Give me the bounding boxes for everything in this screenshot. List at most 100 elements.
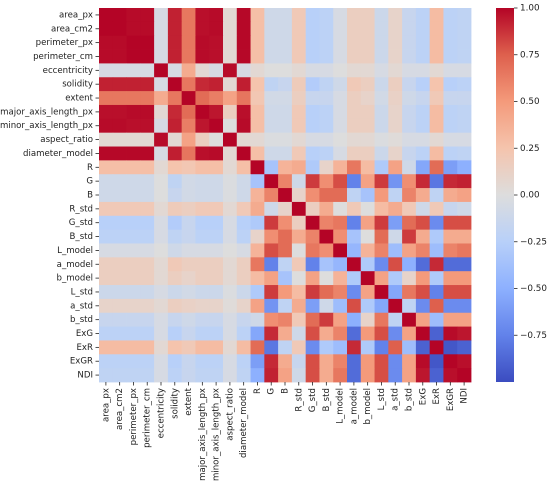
heatmap-cell-area_cm2-R xyxy=(250,21,265,37)
heatmap-cell-R-extent xyxy=(181,160,196,175)
heatmap-cell-area_px-b_model xyxy=(360,8,375,23)
heatmap-cell-ExGR-extent xyxy=(181,354,196,369)
heatmap-cell-b_std-b_model xyxy=(360,312,375,327)
heatmap-cell-R-L_model xyxy=(333,160,348,175)
heatmap-cell-perimeter_cm-NDI xyxy=(457,49,472,64)
heatmap-cell-b_std-B_std xyxy=(319,312,334,327)
heatmap-cell-eccentricity-area_px xyxy=(99,63,114,78)
heatmap-cell-perimeter_cm-ExR xyxy=(429,49,444,64)
heatmap-cell-extent-a_std xyxy=(388,91,403,106)
heatmap-cell-b_model-area_cm2 xyxy=(112,271,127,286)
heatmap-cell-L_model-major_axis_length_px xyxy=(195,243,210,258)
heatmap-cell-extent-a_model xyxy=(347,91,362,106)
heatmap-cell-minor_axis_length_px-extent xyxy=(181,118,196,134)
heatmap-cell-ExR-major_axis_length_px xyxy=(195,340,210,355)
heatmap-cell-major_axis_length_px-diameter_model xyxy=(236,104,251,120)
heatmap-cell-a_std-minor_axis_length_px xyxy=(209,298,224,314)
heatmap-cell-b_model-ExGR xyxy=(443,271,458,286)
heatmap-cell-R_std-ExGR xyxy=(443,201,458,217)
heatmap-cell-ExR-b_std xyxy=(402,340,417,355)
heatmap-cell-B-a_std xyxy=(388,188,403,203)
heatmap-cell-extent-solidity xyxy=(167,91,183,106)
heatmap-cell-solidity-L_model xyxy=(333,77,348,92)
heatmap-cell-B-G xyxy=(264,188,279,203)
heatmap-cell-diameter_model-a_model xyxy=(347,146,362,161)
heatmap-cell-solidity-minor_axis_length_px xyxy=(209,77,224,92)
heatmap-cell-G-aspect_ratio xyxy=(223,174,238,189)
x-tick-label-G_std: G_std xyxy=(308,388,318,412)
heatmap-cell-perimeter_px-L_model xyxy=(333,35,348,50)
heatmap-cell-minor_axis_length_px-eccentricity xyxy=(154,118,169,134)
x-tick-label-area_cm2: area_cm2 xyxy=(115,388,125,430)
heatmap-cell-minor_axis_length_px-aspect_ratio xyxy=(223,118,238,134)
heatmap-cell-a_std-B_std xyxy=(319,298,334,314)
heatmap-cell-ExG-a_std xyxy=(388,326,403,341)
heatmap-cell-ExG-minor_axis_length_px xyxy=(209,326,224,341)
heatmap-cell-G-extent xyxy=(181,174,196,189)
heatmap-cell-eccentricity-b_std xyxy=(402,63,417,78)
heatmap-cell-area_px-area_cm2 xyxy=(112,8,127,23)
heatmap-cell-b_model-NDI xyxy=(457,271,472,286)
colorbar-tick-label: −0.50 xyxy=(520,284,547,294)
heatmap-cell-ExGR-NDI xyxy=(457,354,472,369)
heatmap-cell-ExG-ExG xyxy=(415,326,431,341)
heatmap-cell-perimeter_cm-ExG xyxy=(415,49,431,64)
heatmap-cell-area_cm2-L_model xyxy=(333,21,348,37)
heatmap-cell-L_model-a_std xyxy=(388,243,403,258)
heatmap-cell-L_std-ExG xyxy=(415,285,431,300)
heatmap-cell-perimeter_px-R xyxy=(250,35,265,50)
heatmap-cell-L_model-eccentricity xyxy=(154,243,169,258)
heatmap-cell-R-perimeter_px xyxy=(126,160,141,175)
heatmap-cell-ExG-L_std xyxy=(374,326,389,341)
heatmap-cell-area_cm2-minor_axis_length_px xyxy=(209,21,224,37)
heatmap-cell-R_std-G xyxy=(264,201,279,217)
heatmap-cell-NDI-ExG xyxy=(415,368,431,383)
heatmap-cell-area_cm2-area_px xyxy=(99,21,114,37)
heatmap-cell-ExGR-ExGR xyxy=(443,354,458,369)
heatmap-cell-a_std-b_std xyxy=(402,298,417,314)
heatmap-cell-R-ExGR xyxy=(443,160,458,175)
heatmap-cell-aspect_ratio-B_std xyxy=(319,132,334,147)
heatmap-cell-G_std-G xyxy=(264,215,279,231)
heatmap-cell-area_cm2-a_std xyxy=(388,21,403,37)
heatmap-cell-major_axis_length_px-NDI xyxy=(457,104,472,120)
heatmap-cell-G_std-aspect_ratio xyxy=(223,215,238,231)
heatmap-cell-ExG-a_model xyxy=(347,326,362,341)
heatmap-cell-ExGR-aspect_ratio xyxy=(223,354,238,369)
heatmap-cell-a_std-R_std xyxy=(291,298,307,314)
heatmap-cell-perimeter_px-eccentricity xyxy=(154,35,169,50)
heatmap-cell-minor_axis_length_px-ExG xyxy=(415,118,431,134)
x-tick-label-perimeter_cm: perimeter_cm xyxy=(143,388,153,448)
heatmap-cell-extent-area_px xyxy=(99,91,114,106)
heatmap-cell-aspect_ratio-area_cm2 xyxy=(112,132,127,147)
heatmap-cell-diameter_model-b_model xyxy=(360,146,375,161)
heatmap-cell-minor_axis_length_px-L_std xyxy=(374,118,389,134)
heatmap-cell-major_axis_length_px-L_model xyxy=(333,104,348,120)
heatmap-cell-G-b_std xyxy=(402,174,417,189)
heatmap-cell-minor_axis_length_px-B_std xyxy=(319,118,334,134)
heatmap-cell-eccentricity-eccentricity xyxy=(154,63,169,78)
heatmap-cell-ExGR-a_model xyxy=(347,354,362,369)
x-tick-label-ExG: ExG xyxy=(418,388,428,405)
colorbar-tick-label: 1.00 xyxy=(520,4,540,14)
heatmap-cell-b_model-major_axis_length_px xyxy=(195,271,210,286)
colorbar-tick-label: −0.25 xyxy=(520,237,547,247)
heatmap-cell-diameter_model-ExG xyxy=(415,146,431,161)
heatmap-cell-perimeter_px-b_model xyxy=(360,35,375,50)
heatmap-cell-L_std-G_std xyxy=(305,285,320,300)
heatmap-cell-perimeter_px-ExGR xyxy=(443,35,458,50)
heatmap-cell-B_std-b_std xyxy=(402,229,417,244)
heatmap-cell-eccentricity-extent xyxy=(181,63,196,78)
heatmap-cell-perimeter_cm-diameter_model xyxy=(236,49,251,64)
heatmap-cell-minor_axis_length_px-a_model xyxy=(347,118,362,134)
colorbar-tick-label: 0.75 xyxy=(520,50,540,60)
heatmap-cell-ExR-minor_axis_length_px xyxy=(209,340,224,355)
heatmap-cell-a_model-a_model xyxy=(347,257,362,272)
heatmap-cell-B_std-minor_axis_length_px xyxy=(209,229,224,244)
heatmap-cell-R-b_model xyxy=(360,160,375,175)
heatmap-cell-b_std-extent xyxy=(181,312,196,327)
heatmap-cell-G_std-NDI xyxy=(457,215,472,231)
heatmap-cell-R_std-NDI xyxy=(457,201,472,217)
heatmap-cell-a_std-aspect_ratio xyxy=(223,298,238,314)
heatmap-cell-R_std-R_std xyxy=(291,201,307,217)
